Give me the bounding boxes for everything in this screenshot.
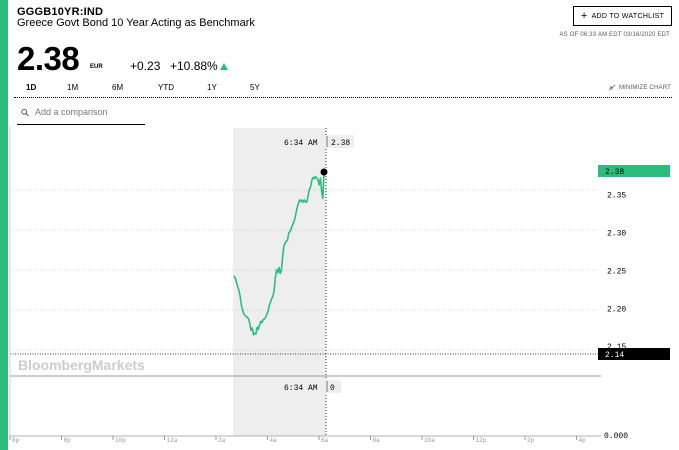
bloomberg-watermark: BloombergMarkets	[18, 357, 145, 373]
volume-zero-label: 0.000	[604, 432, 628, 441]
x-tick-label: 10a	[424, 437, 435, 444]
price-change-percent: +10.88%	[170, 59, 218, 73]
currency-label: EUR	[90, 64, 103, 70]
comparison-search[interactable]	[17, 100, 145, 125]
last-price: 2.38	[17, 40, 80, 77]
crosshair-value-label: 2.38	[331, 139, 350, 148]
x-tick-label: 4p	[579, 437, 587, 444]
watchlist-label: ADD TO WATCHLIST	[591, 12, 665, 20]
accent-bar	[0, 0, 8, 450]
y-axis: 2.35 2.30 2.25 2.20 2.15	[607, 192, 626, 352]
as-of-timestamp: AS OF 06:33 AM EDT 03/16/2020 EDT	[559, 32, 670, 38]
minimize-chart-label: MINIMIZE CHART	[618, 84, 671, 91]
range-tab-6m[interactable]: 6M	[112, 83, 124, 92]
y-tick-label: 2.30	[607, 230, 626, 239]
comparison-input[interactable]	[35, 107, 145, 117]
price-chart[interactable]: BloombergMarkets 6:34 AM 2.38 6:34 AM 0 …	[0, 126, 679, 450]
x-tick-label: 12p	[476, 437, 487, 444]
search-icon	[21, 108, 29, 116]
range-tab-1m[interactable]: 1M	[67, 83, 79, 92]
y-tick-label: 2.20	[607, 305, 626, 314]
x-tick-label: 12a	[167, 437, 178, 444]
range-tab-1d[interactable]: 1D	[26, 83, 37, 92]
ticker-symbol: GGGB10YR:IND	[17, 6, 104, 18]
volume-crosshair-label-bg	[281, 380, 341, 393]
crosshair-time-label: 6:34 AM	[284, 139, 318, 148]
collapse-arrows-icon	[608, 84, 616, 91]
x-tick-label: 8p	[12, 437, 20, 444]
crosshair-label-bg	[281, 135, 354, 148]
low-price-tag-bg	[598, 348, 670, 360]
last-price-tag-bg	[598, 165, 670, 177]
x-tick-label: 8p	[64, 437, 72, 444]
x-tick-label: 6a	[321, 437, 329, 444]
dotted-separator	[14, 97, 672, 98]
last-point-marker	[320, 168, 328, 176]
y-tick-label: 2.25	[607, 267, 626, 276]
range-tab-ytd[interactable]: YTD	[158, 83, 174, 92]
x-axis: 8p 8p 10p 12a 2a 4a 6a 8a 10a 12p 2p 4p	[9, 436, 587, 444]
plus-icon: +	[580, 9, 588, 22]
x-tick-label: 8a	[373, 437, 381, 444]
minimize-chart-button[interactable]: MINIMIZE CHART	[608, 84, 671, 91]
security-name: Greece Govt Bond 10 Year Acting as Bench…	[17, 17, 255, 29]
range-tab-1y[interactable]: 1Y	[207, 83, 217, 92]
y-tick-label: 2.15	[607, 343, 626, 352]
y-tick-label: 2.35	[607, 192, 626, 201]
volume-crosshair-value-label: 0	[330, 384, 335, 393]
low-price-tag: 2.14	[605, 351, 624, 360]
series-line	[233, 171, 325, 336]
price-change: +0.23	[130, 59, 161, 73]
up-arrow-icon	[220, 63, 228, 70]
x-tick-label: 10p	[115, 437, 126, 444]
x-tick-label: 2p	[527, 437, 535, 444]
x-tick-label: 2a	[218, 437, 226, 444]
range-tab-5y[interactable]: 5Y	[250, 83, 260, 92]
volume-crosshair-time-label: 6:34 AM	[284, 384, 318, 393]
last-price-tag: 2.38	[605, 168, 624, 177]
x-tick-label: 4a	[270, 437, 278, 444]
add-to-watchlist-button[interactable]: + ADD TO WATCHLIST	[573, 6, 672, 26]
grid-lines	[10, 189, 598, 351]
